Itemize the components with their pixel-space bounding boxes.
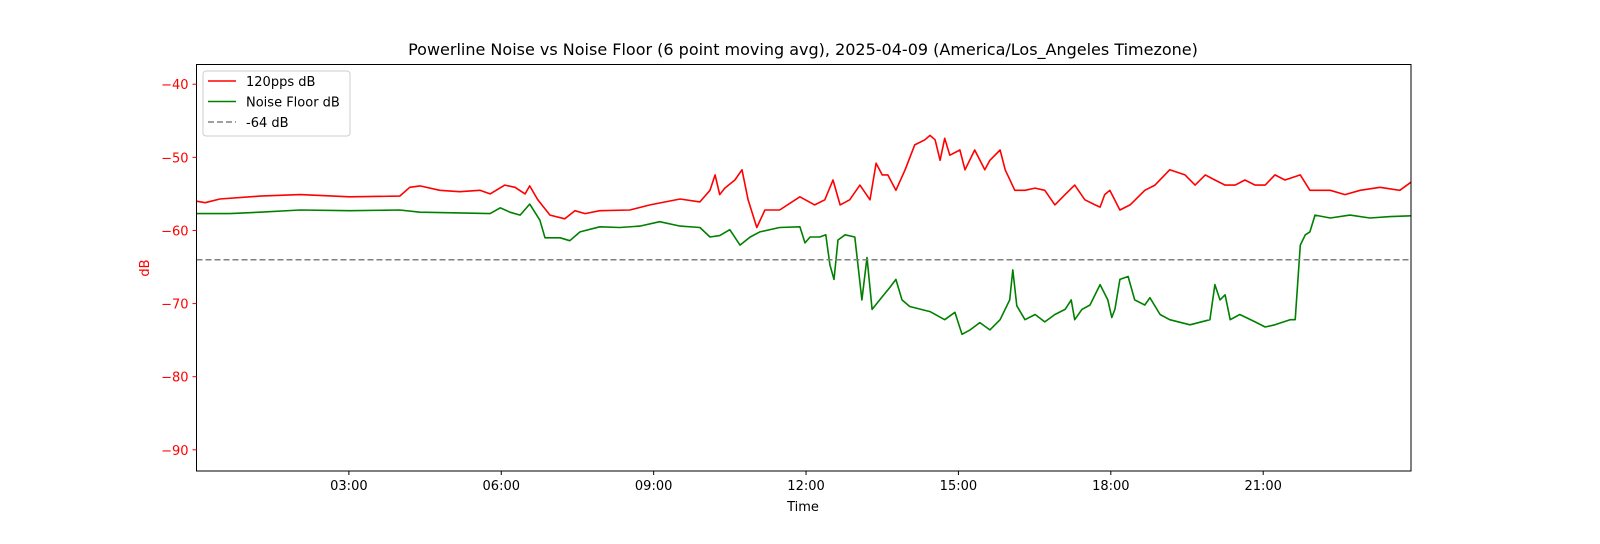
x-axis-ticks: 03:00 06:00 09:00 12:00 15:00 18:00 21:00 — [330, 471, 1282, 494]
y-axis-ticks: −40 −50 −60 −70 −80 −90 — [161, 78, 197, 459]
y-tick-label: −90 — [161, 444, 188, 459]
x-tick-label: 18:00 — [1092, 479, 1129, 494]
series-line-1 — [196, 203, 1412, 336]
x-axis-label: Time — [786, 500, 819, 515]
y-tick-label: −60 — [161, 224, 188, 239]
legend-label-0: 120pps dB — [246, 75, 315, 90]
y-axis-label: dB — [138, 259, 153, 276]
y-tick-label: −50 — [161, 151, 188, 166]
y-tick-label: −80 — [161, 371, 188, 386]
x-tick-label: 21:00 — [1244, 479, 1281, 494]
x-tick-label: 12:00 — [787, 479, 824, 494]
y-tick-label: −70 — [161, 298, 188, 313]
plot-lines — [196, 134, 1412, 336]
plot-frame — [196, 64, 1412, 472]
x-tick-label: 03:00 — [330, 479, 367, 494]
chart-title: Powerline Noise vs Noise Floor (6 point … — [408, 40, 1198, 60]
legend-box — [202, 70, 351, 137]
legend-label-1: Noise Floor dB — [246, 96, 340, 111]
x-tick-label: 15:00 — [940, 479, 977, 494]
x-tick-label: 09:00 — [635, 479, 672, 494]
series-line-0 — [196, 134, 1412, 229]
x-tick-label: 06:00 — [483, 479, 520, 494]
legend-label-2: -64 dB — [246, 116, 289, 131]
legend: 120pps dB Noise Floor dB -64 dB — [202, 70, 351, 137]
y-tick-label: −40 — [161, 78, 188, 93]
